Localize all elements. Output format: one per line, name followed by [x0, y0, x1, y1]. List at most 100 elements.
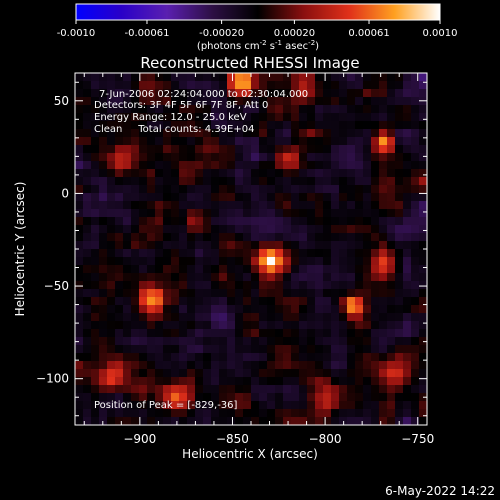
heatmap-cell	[187, 361, 196, 370]
heatmap-cell	[147, 201, 156, 210]
heatmap-cell	[259, 241, 268, 250]
heatmap-cell	[243, 225, 252, 234]
heatmap-cell	[227, 417, 236, 426]
heatmap-cell	[267, 369, 276, 378]
heatmap-cell	[339, 89, 348, 98]
heatmap-cell	[171, 169, 180, 178]
heatmap-cell	[403, 201, 412, 210]
heatmap-cell	[411, 161, 420, 170]
heatmap-cell	[291, 193, 300, 202]
heatmap-cell	[267, 81, 276, 90]
heatmap-cell	[187, 193, 196, 202]
heatmap-cell	[195, 193, 204, 202]
heatmap-cell	[379, 281, 388, 290]
heatmap-cell	[323, 377, 332, 386]
heatmap-cell	[243, 185, 252, 194]
heatmap-cell	[291, 281, 300, 290]
heatmap-cell	[139, 81, 148, 90]
heatmap-cell	[131, 313, 140, 322]
heatmap-cell	[411, 209, 420, 218]
heatmap-cell	[227, 321, 236, 330]
heatmap-cell	[163, 169, 172, 178]
heatmap-cell	[83, 257, 92, 266]
heatmap-cell	[163, 321, 172, 330]
heatmap-cell	[363, 321, 372, 330]
heatmap-cell	[155, 329, 164, 338]
heatmap-cell	[227, 209, 236, 218]
heatmap-cell	[283, 105, 292, 114]
heatmap-cell	[251, 297, 260, 306]
heatmap-cell	[163, 361, 172, 370]
heatmap-cell	[355, 313, 364, 322]
heatmap-cell	[179, 361, 188, 370]
heatmap-cell	[83, 273, 92, 282]
heatmap-cell	[83, 241, 92, 250]
heatmap-cell	[259, 385, 268, 394]
heatmap-cell	[363, 161, 372, 170]
heatmap-cell	[147, 409, 156, 418]
heatmap-cell	[155, 273, 164, 282]
heatmap-cell	[291, 257, 300, 266]
heatmap-cell	[347, 225, 356, 234]
heatmap-cell	[355, 81, 364, 90]
heatmap-cell	[331, 89, 340, 98]
heatmap-cell	[107, 129, 116, 138]
heatmap-cell	[275, 145, 284, 154]
heatmap-cell	[339, 257, 348, 266]
heatmap-cell	[419, 137, 428, 146]
heatmap-cell	[211, 113, 220, 122]
heatmap-cell	[283, 97, 292, 106]
heatmap-cell	[195, 241, 204, 250]
heatmap-cell	[115, 97, 124, 106]
heatmap-cell	[251, 105, 260, 114]
heatmap-cell	[275, 201, 284, 210]
heatmap-cell	[283, 217, 292, 226]
heatmap-cell	[147, 233, 156, 242]
heatmap-cell	[203, 257, 212, 266]
heatmap-cell	[395, 145, 404, 154]
heatmap-cell	[347, 201, 356, 210]
heatmap-cell	[99, 233, 108, 242]
heatmap-cell	[99, 321, 108, 330]
heatmap-cell	[227, 313, 236, 322]
heatmap-cell	[379, 297, 388, 306]
heatmap-cell	[155, 353, 164, 362]
heatmap-cell	[267, 225, 276, 234]
heatmap-cell	[131, 129, 140, 138]
heatmap-cell	[323, 409, 332, 418]
heatmap-cell	[187, 137, 196, 146]
heatmap-cell	[203, 225, 212, 234]
heatmap-cell	[355, 345, 364, 354]
heatmap-cell	[139, 401, 148, 410]
x-tick-label: −750	[401, 432, 434, 446]
heatmap-cell	[299, 385, 308, 394]
heatmap-cell	[179, 113, 188, 122]
heatmap-cell	[83, 289, 92, 298]
heatmap-cell	[347, 193, 356, 202]
heatmap-cell	[371, 201, 380, 210]
heatmap-cell	[147, 121, 156, 130]
heatmap-cell	[115, 385, 124, 394]
heatmap-cell	[403, 81, 412, 90]
heatmap-cell	[363, 273, 372, 282]
heatmap-cell	[307, 273, 316, 282]
heatmap-cell	[275, 73, 284, 82]
heatmap-cell	[339, 265, 348, 274]
heatmap-cell	[323, 297, 332, 306]
heatmap-cell	[267, 353, 276, 362]
annotation-time-range: 7-Jun-2006 02:24:04.000 to 02:30:04.000	[99, 89, 308, 100]
heatmap-cell	[347, 145, 356, 154]
heatmap-cell	[259, 265, 268, 274]
heatmap-cell	[371, 177, 380, 186]
heatmap-cell	[291, 249, 300, 258]
heatmap-cell	[419, 409, 428, 418]
heatmap-cell	[403, 105, 412, 114]
heatmap-cell	[363, 145, 372, 154]
annotation-block: 7-Jun-2006 02:24:04.000 to 02:30:04.000 …	[94, 89, 308, 411]
heatmap-cell	[403, 417, 412, 426]
heatmap-cell	[363, 225, 372, 234]
heatmap-cell	[331, 329, 340, 338]
heatmap-cell	[267, 177, 276, 186]
heatmap-cell	[267, 137, 276, 146]
heatmap-cell	[363, 113, 372, 122]
